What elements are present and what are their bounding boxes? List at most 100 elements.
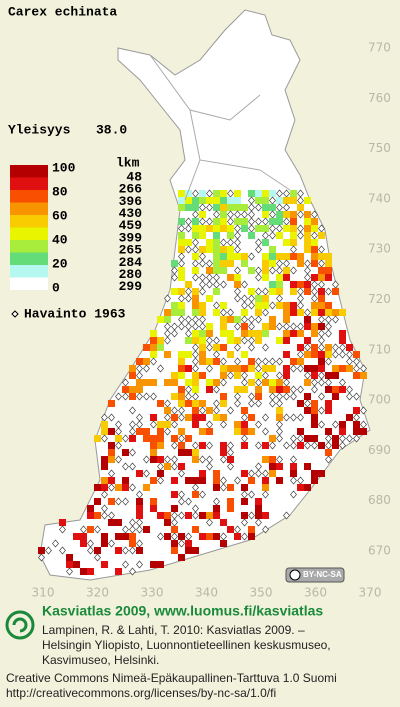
cell (332, 435, 339, 442)
observation-cell (178, 511, 185, 520)
cell (178, 218, 185, 225)
cell (290, 225, 297, 232)
cell (192, 197, 199, 204)
cell (206, 386, 213, 393)
cell (248, 379, 255, 386)
cell (332, 442, 339, 449)
legend-scale-label: 40 (52, 232, 68, 247)
cell (290, 218, 297, 225)
observation-cell (262, 427, 269, 436)
cell (150, 379, 157, 386)
observation-cell (255, 441, 262, 450)
cell (297, 442, 304, 449)
cell (185, 337, 192, 344)
cell (220, 323, 227, 330)
cell (234, 421, 241, 428)
cell (213, 225, 220, 232)
cell (311, 302, 318, 309)
cell (304, 218, 311, 225)
cell (255, 337, 262, 344)
cell (318, 351, 325, 358)
observation-cell (248, 490, 255, 499)
observation-cell (199, 455, 206, 464)
observation-cell (157, 476, 164, 485)
observation-cell (164, 427, 171, 436)
cell (220, 246, 227, 253)
x-tick-label: 370 (359, 586, 382, 600)
cell (213, 239, 220, 246)
cell (353, 428, 360, 435)
cell (206, 330, 213, 337)
cell (192, 302, 199, 309)
cell (241, 498, 248, 505)
cell (108, 477, 115, 484)
cell (220, 449, 227, 456)
citation-line: Lampinen, R. & Lahti, T. 2010: Kasviatla… (42, 623, 305, 637)
cell (332, 386, 339, 393)
cell (171, 309, 178, 316)
cell (234, 372, 241, 379)
cell (94, 435, 101, 442)
x-tick-label: 310 (32, 586, 55, 600)
cell (311, 323, 318, 330)
observation-cell (178, 413, 185, 422)
observation-cell (164, 294, 171, 303)
cell (108, 449, 115, 456)
observation-cell (262, 413, 269, 422)
cell (192, 477, 199, 484)
cell (213, 344, 220, 351)
cell (101, 428, 108, 435)
cell (206, 267, 213, 274)
cell (157, 421, 164, 428)
cell (297, 260, 304, 267)
cell (150, 449, 157, 456)
observation-cell (206, 364, 213, 373)
cell (283, 337, 290, 344)
observation-cell (234, 476, 241, 485)
cell (290, 288, 297, 295)
cell (262, 379, 269, 386)
observation-cell (248, 301, 255, 310)
legend-swatch (10, 252, 48, 265)
observation-cell (143, 392, 150, 401)
observation-cell (332, 350, 339, 359)
observation-cell (290, 441, 297, 450)
observation-cell (311, 385, 318, 394)
observation-cell (52, 539, 59, 548)
cell (178, 365, 185, 372)
observation-cell (129, 483, 136, 492)
cell (241, 365, 248, 372)
cell (241, 442, 248, 449)
cell (269, 435, 276, 442)
cell (227, 260, 234, 267)
cell (311, 407, 318, 414)
cell (220, 330, 227, 337)
observation-cell (122, 434, 129, 443)
cell (318, 232, 325, 239)
observation-cell (255, 203, 262, 212)
legend-swatch (10, 202, 48, 215)
cell (283, 309, 290, 316)
cell (171, 505, 178, 512)
cell (94, 498, 101, 505)
observation-cell (220, 483, 227, 492)
cell (297, 281, 304, 288)
observation-cell (206, 462, 213, 471)
cell (269, 204, 276, 211)
cell (304, 435, 311, 442)
observation-cell (318, 392, 325, 401)
cell (262, 253, 269, 260)
cell (311, 253, 318, 260)
cell (311, 330, 318, 337)
cell (311, 414, 318, 421)
cell (276, 218, 283, 225)
cell (304, 337, 311, 344)
cell (269, 246, 276, 253)
cell (129, 540, 136, 547)
y-tick-label: 760 (368, 91, 391, 105)
cell (234, 281, 241, 288)
cell (255, 309, 262, 316)
cell (136, 547, 143, 554)
cell (269, 316, 276, 323)
